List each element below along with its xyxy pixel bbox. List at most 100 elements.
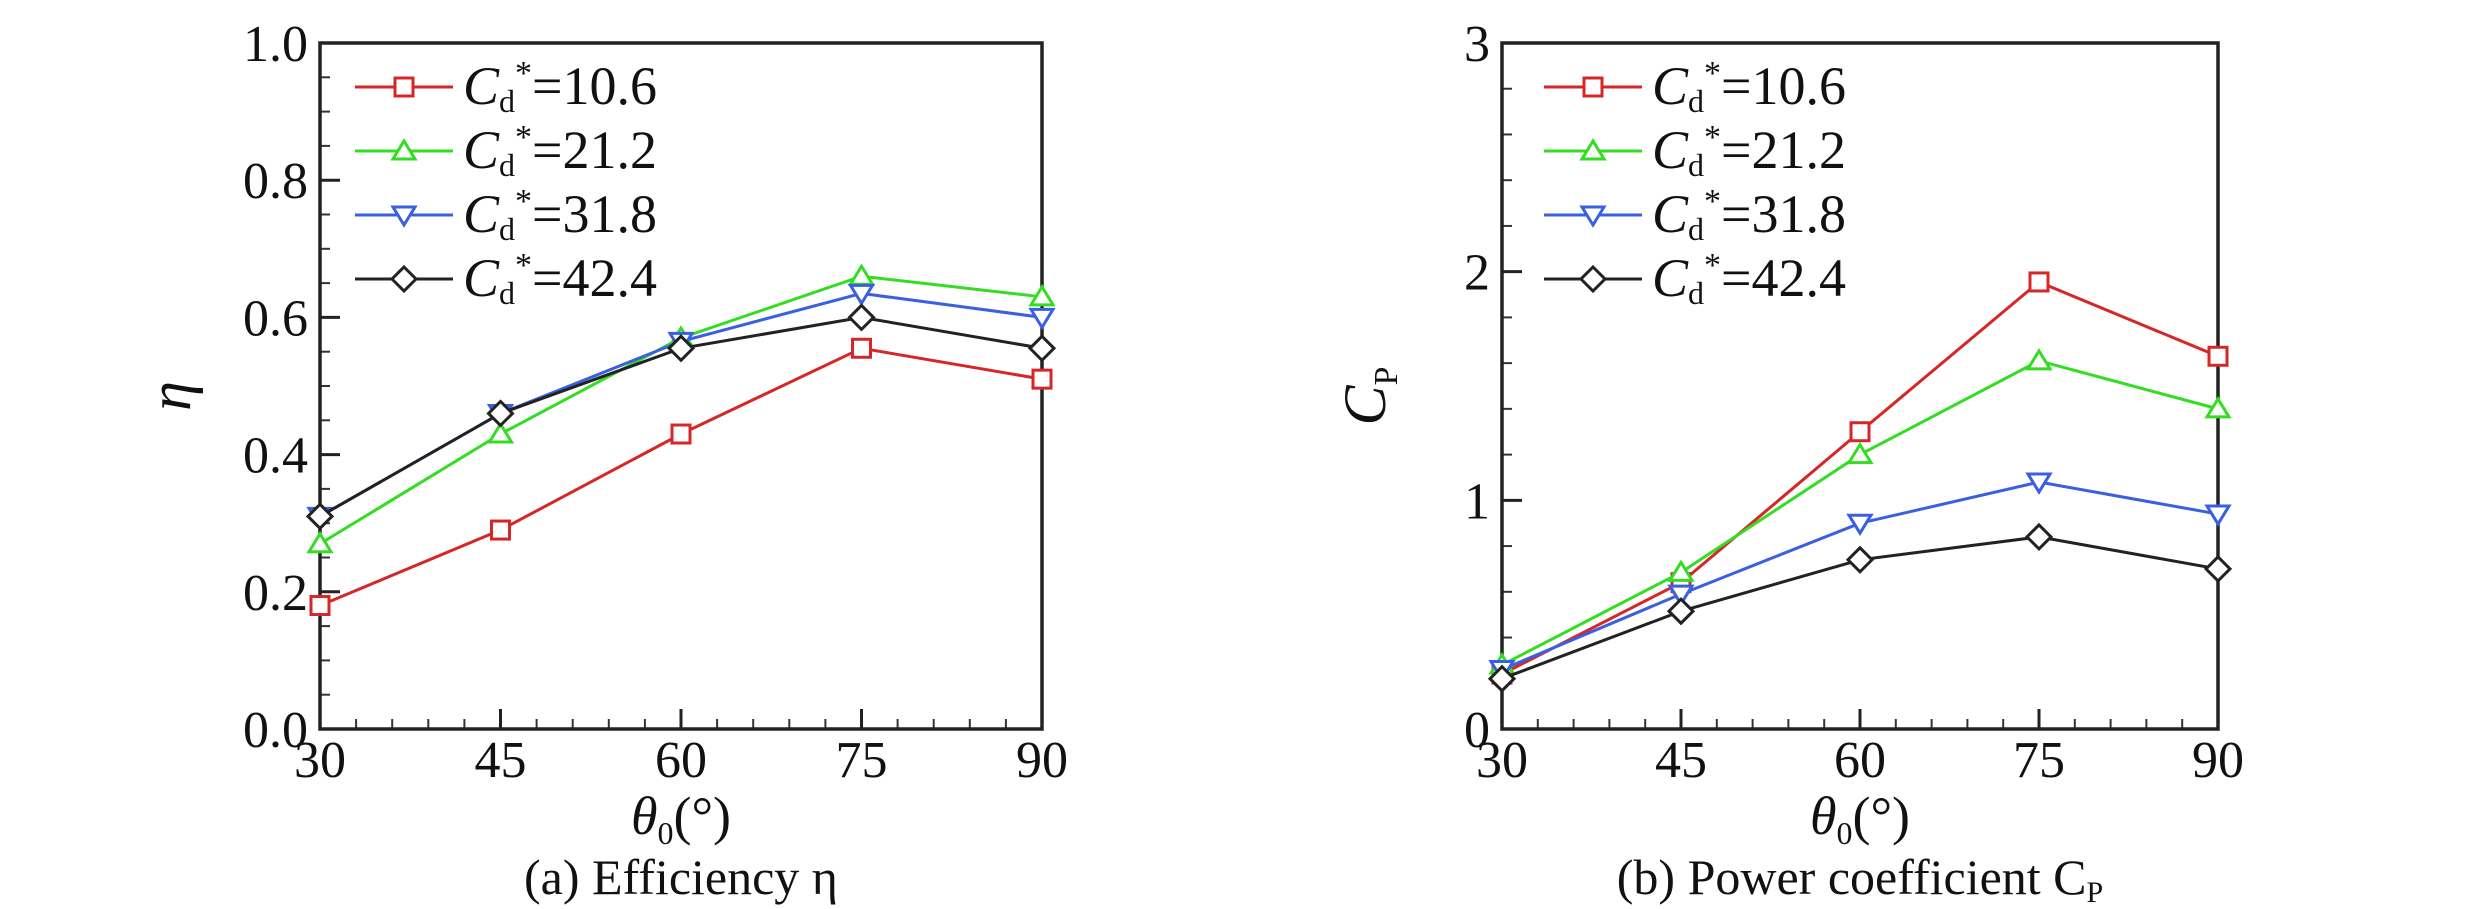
series-line: [1501, 480, 2219, 671]
data-point: [2028, 271, 2050, 293]
data-point: [486, 421, 515, 444]
data-point: [851, 337, 872, 359]
legend-subscript: d: [499, 83, 515, 119]
x-tick-label: 75: [2013, 732, 2065, 789]
legend-symbol: C: [1652, 120, 1689, 180]
legend-label: Cd*=42.4: [463, 247, 657, 311]
x-axis-label: θ0(°): [631, 786, 731, 851]
x-label-subscript: 0: [657, 815, 673, 851]
legend-subscript: d: [1688, 147, 1704, 183]
x-label-subscript: 0: [1836, 815, 1852, 851]
data-point: [847, 283, 876, 307]
figure-caption: (b) Power coefficient CP: [1617, 849, 2103, 909]
legend-symbol: C: [463, 56, 500, 116]
legend-marker: [390, 205, 418, 228]
data-point: [1845, 545, 1875, 574]
data-point: [2203, 554, 2233, 584]
legend-subscript: d: [499, 211, 515, 247]
legend-marker: [1582, 76, 1604, 98]
data-point: [1031, 368, 1053, 390]
legend-subscript: d: [499, 147, 515, 183]
data-point: [1846, 513, 1874, 537]
legend-symbol: C: [1652, 184, 1689, 244]
legend-symbol: C: [1652, 56, 1689, 116]
x-label-symbol: θ: [631, 786, 658, 846]
data-point: [1027, 334, 1057, 363]
series-1: [309, 337, 1053, 617]
series-line: [319, 274, 1043, 546]
legend-superscript: *: [515, 55, 532, 92]
y-label-symbol: η: [137, 381, 203, 411]
series-4: [1487, 522, 2233, 693]
data-point: [2204, 504, 2232, 527]
data-point: [305, 502, 335, 531]
caption-subscript: P: [2087, 876, 2104, 909]
data-point: [1028, 283, 1056, 307]
legend-value: =21.2: [532, 120, 657, 180]
y-axis-label: η: [137, 381, 203, 411]
plot-frame: [1500, 41, 2220, 731]
data-point: [1487, 664, 1517, 693]
legend-label: Cd*=42.4: [1652, 247, 1846, 311]
x-tick-label: 30: [294, 732, 346, 789]
legend-superscript: *: [1704, 247, 1721, 284]
data-point: [2207, 345, 2229, 367]
y-axis-label: CP: [1332, 367, 1405, 426]
legend-value: =21.2: [1721, 120, 1846, 180]
legend-value: =42.4: [532, 248, 657, 308]
data-point: [666, 334, 696, 363]
legend-label: Cd*=21.2: [1652, 119, 1846, 183]
legend-marker: [389, 264, 419, 294]
legend-symbol: C: [463, 248, 500, 308]
legend-label: Cd*=10.6: [1652, 55, 1846, 119]
data-point: [309, 595, 331, 617]
x-label-unit: (°): [673, 786, 731, 846]
y-tick-label: 1.0: [243, 16, 308, 73]
data-point: [2025, 347, 2053, 371]
legend-label: Cd*=21.2: [463, 119, 657, 183]
legend-marker: [1579, 138, 1607, 161]
legend-symbol: C: [463, 120, 500, 180]
data-point: [486, 399, 515, 428]
plot-frame: [318, 41, 1044, 731]
y-tick-label: 2: [1464, 245, 1490, 302]
x-tick-label: 30: [1476, 732, 1528, 789]
data-point: [1667, 584, 1695, 607]
x-tick-label: 45: [1655, 732, 1707, 789]
y-label-symbol: C: [1332, 384, 1398, 425]
legend-label: Cd*=31.8: [1652, 183, 1846, 247]
y-tick-label: 0: [1464, 702, 1490, 759]
legend-superscript: *: [515, 247, 532, 284]
x-label-unit: (°): [1852, 786, 1910, 846]
series-3: [306, 283, 1056, 530]
legend-label: Cd*=31.8: [463, 183, 657, 247]
legend-marker: [390, 138, 418, 161]
legend-label: Cd*=10.6: [463, 55, 657, 119]
efficiency-chart: 0.00.20.40.60.81.030 45 60 75 90Cd*=10.6Cd*=…: [137, 16, 1068, 905]
data-point: [1028, 307, 1056, 331]
legend-subscript: d: [1688, 275, 1704, 311]
legend-marker: [1579, 205, 1607, 228]
legend-symbol: C: [463, 184, 500, 244]
series-2: [1488, 347, 2232, 675]
series-2: [306, 263, 1056, 554]
y-tick-label: 0.2: [243, 565, 308, 622]
y-tick-label: 0.0: [243, 702, 308, 759]
legend-subscript: d: [1688, 83, 1704, 119]
legend-value: =31.8: [532, 184, 657, 244]
data-point: [1846, 441, 1874, 465]
legend-value: =10.6: [532, 56, 657, 116]
y-label-subscript: P: [1368, 367, 1405, 386]
x-axis-label: θ0(°): [1810, 786, 1910, 851]
series-4: [305, 303, 1057, 531]
legend-value: =31.8: [1721, 184, 1846, 244]
legend-superscript: *: [515, 183, 532, 220]
x-tick-label: 90: [1016, 732, 1068, 789]
x-tick-label: 60: [655, 732, 707, 789]
figure-caption: (a) Efficiency η: [524, 849, 838, 905]
legend-superscript: *: [1704, 183, 1721, 220]
data-point: [2204, 395, 2232, 419]
data-point: [1667, 559, 1695, 582]
y-tick-label: 0.4: [243, 428, 308, 485]
